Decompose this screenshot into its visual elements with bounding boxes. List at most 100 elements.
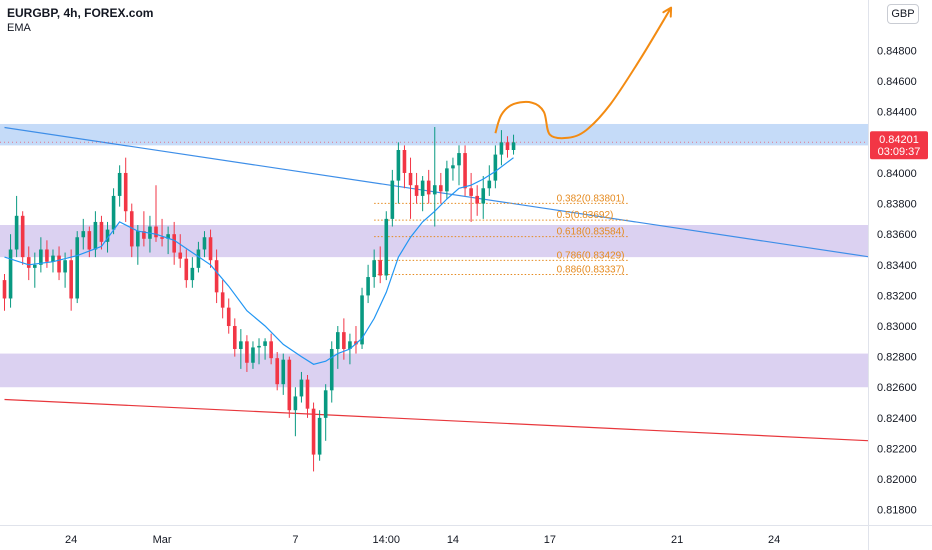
candle-body	[511, 142, 516, 150]
candle-body	[196, 249, 201, 268]
time-tick-label: Mar	[153, 534, 172, 546]
candle-body	[432, 185, 437, 195]
chart-title: EURGBP, 4h, FOREX.com	[7, 6, 153, 20]
trendline-blue[interactable]	[4, 126, 872, 258]
time-tick-label: 7	[292, 534, 298, 546]
candle-body	[329, 348, 334, 391]
candle-body	[20, 215, 25, 258]
candle-body	[154, 226, 158, 238]
candle-body	[208, 237, 213, 261]
price-tick-label: 0.84800	[877, 46, 917, 58]
price-tick-label: 0.81800	[877, 505, 917, 517]
candle-body	[293, 396, 298, 411]
candle-body	[299, 379, 304, 397]
candle-body	[129, 211, 134, 247]
candle-body	[190, 267, 195, 281]
forecast-arrow-head[interactable]	[662, 6, 673, 18]
candle-body	[202, 237, 207, 250]
candle-body	[26, 257, 31, 268]
candle-body	[232, 326, 237, 349]
candle-body	[166, 234, 170, 239]
last-price-value: 0.84201	[879, 134, 919, 146]
candle-body	[475, 195, 479, 204]
forecast-arrow-path[interactable]	[494, 7, 672, 140]
time-tick-label: 17	[544, 534, 556, 546]
candle-body	[69, 260, 73, 299]
candle-body	[493, 154, 498, 181]
candle-body	[178, 252, 183, 259]
candle-body	[281, 359, 286, 385]
candle-body	[245, 341, 249, 363]
candle-body	[451, 165, 455, 169]
candle-body	[257, 345, 261, 348]
price-tick-label: 0.84600	[877, 76, 917, 88]
candle-body	[87, 231, 92, 250]
candle-body	[57, 255, 61, 273]
candle-body	[342, 332, 346, 349]
candle-body	[414, 185, 419, 196]
resistance-zone[interactable]	[0, 123, 868, 146]
candle-body	[275, 358, 279, 385]
indicator-legend: EMA	[7, 22, 31, 34]
candle-body	[317, 417, 322, 455]
last-price-tag	[870, 131, 928, 160]
fib-level-label: 0.382(0.83801)	[557, 193, 625, 204]
symbol-line: EURGBP, 4h, FOREX.com	[7, 6, 154, 20]
price-tick-label: 0.83600	[877, 229, 917, 241]
time-tick-label: 24	[768, 534, 780, 546]
candle-body	[2, 280, 7, 299]
price-tick-label: 0.82400	[877, 413, 917, 425]
candle-body	[408, 172, 413, 186]
candle-body	[305, 379, 310, 409]
fib-level-label: 0.886(0.83337)	[557, 264, 625, 275]
candle-body	[323, 390, 328, 418]
time-axis[interactable]: 24 Mar 7 14:00 14 17 21 24	[65, 534, 780, 546]
candle-body	[45, 249, 49, 262]
price-tick-label: 0.83400	[877, 260, 917, 272]
candle-body	[311, 408, 316, 455]
candle-body	[469, 188, 473, 196]
time-tick-label: 14	[447, 534, 459, 546]
candle-body	[372, 260, 376, 278]
candle-body	[378, 260, 383, 276]
candle-body	[463, 153, 467, 189]
candle-body	[366, 277, 370, 296]
candle-body	[81, 231, 86, 238]
ema-line	[4, 157, 514, 365]
candle-body	[99, 221, 104, 242]
candle-body	[269, 341, 273, 359]
support-zone[interactable]	[0, 225, 868, 258]
candle-body	[117, 172, 122, 196]
candle-body	[396, 150, 401, 181]
price-axis[interactable]: 0.84800 0.84600 0.84400 0.84000 0.83800 0.836…	[877, 46, 917, 517]
candle-body	[420, 180, 425, 196]
candle-body	[481, 188, 486, 204]
bar-countdown: 03:09:37	[878, 146, 921, 158]
time-tick-label: 24	[65, 534, 77, 546]
time-tick-label: 21	[671, 534, 683, 546]
candle-body	[348, 341, 352, 349]
price-tick-label: 0.84400	[877, 107, 917, 119]
trendline-red[interactable]	[4, 398, 872, 442]
candle-body	[184, 258, 189, 281]
candle-body	[505, 142, 510, 150]
plot-area[interactable]: 0.382(0.83801) 0.5(0.83692) 0.618(0.83584)…	[0, 6, 872, 472]
price-tick-label: 0.82800	[877, 352, 917, 364]
currency-badge[interactable]: GBP	[887, 4, 919, 24]
candle-body	[214, 260, 219, 293]
support-zone[interactable]	[0, 353, 868, 388]
price-tick-label: 0.83200	[877, 290, 917, 302]
price-tick-label: 0.83800	[877, 199, 917, 211]
candle-body	[105, 229, 110, 242]
fib-level-label: 0.786(0.83429)	[557, 250, 625, 261]
candle-body	[499, 142, 504, 155]
price-tick-label: 0.82200	[877, 443, 917, 455]
candle-body	[226, 307, 231, 327]
candle-body	[111, 195, 116, 230]
candle-body	[75, 237, 80, 299]
candle-body	[136, 231, 140, 247]
candle-body	[251, 347, 255, 363]
candle-body	[172, 234, 176, 253]
